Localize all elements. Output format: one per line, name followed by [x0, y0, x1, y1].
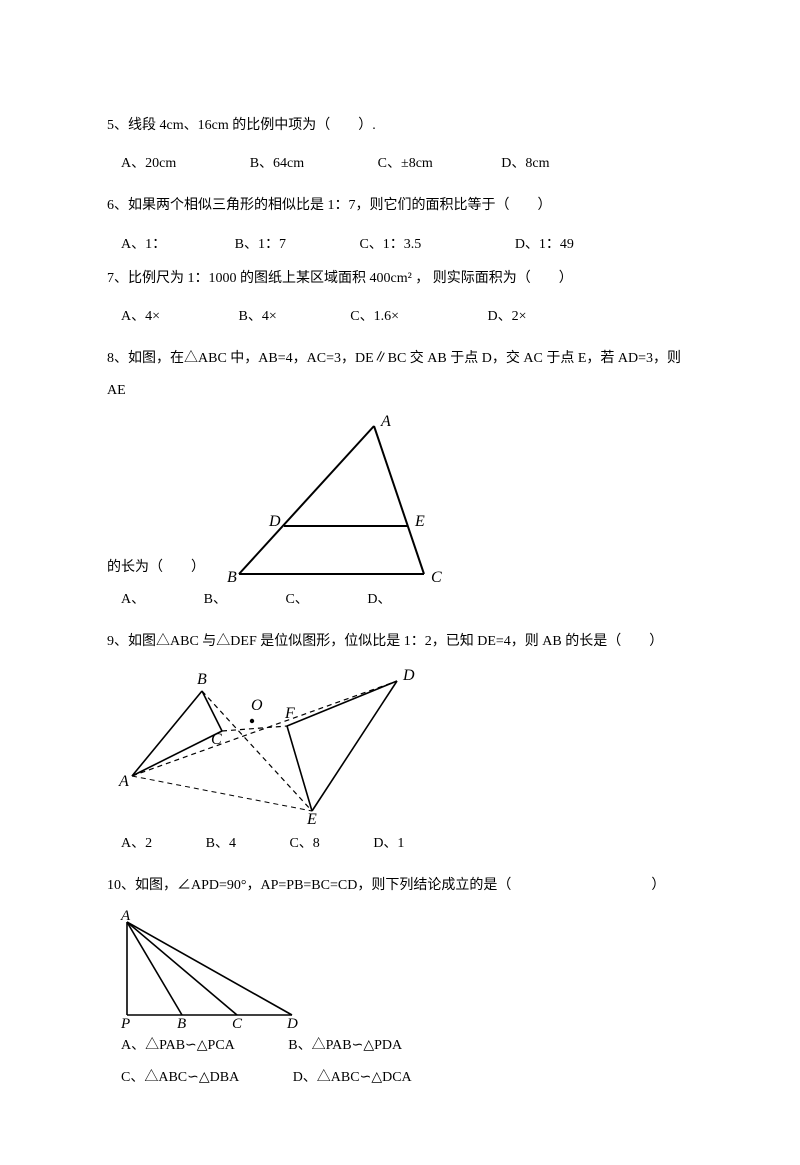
exam-page: 5、线段 4cm、16cm 的比例中项为（ ）. A、20cm B、64cm C…: [0, 0, 800, 1165]
q7-text: 7、比例尺为 1：1000 的图纸上某区域面积 400cm² ， 则实际面积为（…: [107, 263, 693, 295]
q9-optD: D、1: [373, 828, 404, 860]
q10-options-row1: A、△PAB∽△PCA B、△PAB∽△PDA: [107, 1030, 693, 1062]
q10-optB: B、△PAB∽△PDA: [288, 1030, 402, 1062]
q7-optB: B、4×: [239, 301, 277, 333]
svg-text:E: E: [414, 513, 425, 530]
svg-text:D: D: [402, 667, 415, 684]
svg-text:A: A: [120, 910, 131, 924]
q6-optB: B、1：7: [235, 229, 286, 261]
svg-text:O: O: [251, 697, 263, 714]
svg-text:D: D: [286, 1016, 298, 1030]
q8-optB: B、: [204, 584, 227, 616]
svg-text:B: B: [197, 671, 207, 688]
q9-text: 9、如图△ABC 与△DEF 是位似图形，位似比是 1：2，已知 DE=4，则 …: [107, 626, 693, 658]
q7-optD: D、2×: [487, 301, 526, 333]
svg-text:A: A: [118, 773, 129, 790]
svg-text:P: P: [120, 1016, 130, 1030]
q5-text: 5、线段 4cm、16cm 的比例中项为（ ）.: [107, 110, 693, 142]
q10-options-row2: C、△ABC∽△DBA D、△ABC∽△DCA: [107, 1062, 693, 1094]
q8-optA: A、: [121, 584, 145, 616]
q10-optD: D、△ABC∽△DCA: [293, 1062, 412, 1094]
q5-options: A、20cm B、64cm C、±8cm D、8cm: [107, 148, 693, 180]
q6-optD: D、1：49: [515, 229, 574, 261]
q10-optA: A、△PAB∽△PCA: [121, 1030, 235, 1062]
q9-options: A、2 B、4 C、8 D、1: [107, 828, 693, 860]
q5-optB: B、64cm: [250, 148, 304, 180]
q8-optC: C、: [285, 584, 308, 616]
q8-figure-row: 的长为（ ） A B C D E: [107, 414, 693, 584]
q10-optC: C、△ABC∽△DBA: [121, 1062, 239, 1094]
q5-optC: C、±8cm: [378, 148, 433, 180]
svg-text:E: E: [306, 811, 317, 826]
q6-text: 6、如果两个相似三角形的相似比是 1：7，则它们的面积比等于（ ）: [107, 190, 693, 222]
q10-figure: A P B C D: [107, 910, 693, 1030]
svg-text:B: B: [177, 1016, 186, 1030]
q8-options: A、 B、 C、 D、: [107, 584, 693, 616]
q9-optB: B、4: [206, 828, 236, 860]
q5-optA: A、20cm: [121, 148, 176, 180]
svg-text:D: D: [268, 513, 281, 530]
q7-optC: C、1.6×: [350, 301, 399, 333]
q8-text: 8、如图，在△ABC 中，AB=4，AC=3，DE∥BC 交 AB 于点 D，交…: [107, 343, 693, 407]
q8-optD: D、: [367, 584, 391, 616]
svg-text:F: F: [284, 705, 295, 722]
svg-text:C: C: [211, 731, 222, 748]
q10-text: 10、如图，∠APD=90°，AP=PB=BC=CD，则下列结论成立的是（ ）: [107, 870, 693, 902]
q6-optA: A、1：: [121, 229, 166, 261]
q7-options: A、4× B、4× C、1.6× D、2×: [107, 301, 693, 333]
q9-optA: A、2: [121, 828, 152, 860]
svg-text:A: A: [380, 414, 391, 430]
q6-optC: C、1：3.5: [359, 229, 421, 261]
q5-optD: D、8cm: [501, 148, 549, 180]
q6-options: A、1： B、1：7 C、1：3.5 D、1：49: [107, 229, 693, 261]
q8-figure: A B C D E: [209, 414, 449, 584]
q8-tail: 的长为（ ）: [107, 559, 205, 574]
q7-optA: A、4×: [121, 301, 160, 333]
q9-optC: C、8: [289, 828, 319, 860]
svg-text:C: C: [431, 569, 442, 584]
q9-figure: A B C D E F O: [107, 666, 693, 826]
svg-text:B: B: [227, 569, 237, 584]
svg-text:C: C: [232, 1016, 243, 1030]
